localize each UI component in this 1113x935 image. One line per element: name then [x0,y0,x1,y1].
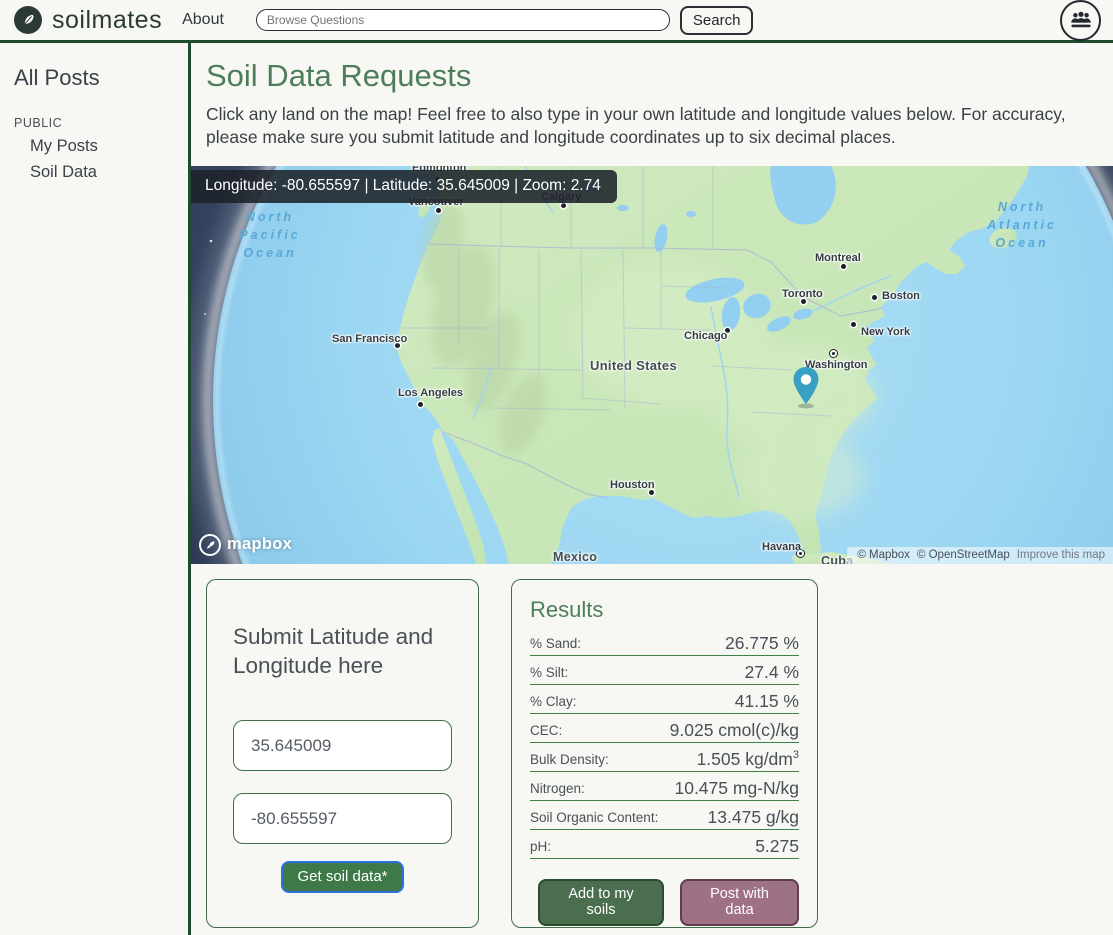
sidebar: All Posts PUBLIC My Posts Soil Data [0,43,191,935]
mapbox-logo-text: mapbox [227,535,293,554]
city-dot [418,401,423,407]
sidebar-item-soil-data[interactable]: Soil Data [30,163,97,181]
get-soil-data-button[interactable]: Get soil data* [281,861,404,894]
main-content: Soil Data Requests Click any land on the… [191,43,1113,935]
results-heading: Results [530,596,604,622]
soil-map[interactable]: Longitude: -80.655597 | Latitude: 35.645… [191,165,1113,564]
result-label: % Silt: [530,664,569,680]
attribution-improve-link[interactable]: Improve this map [1016,548,1105,561]
result-row-sand: % Sand: 26.775 % [530,627,799,656]
city-dot [872,294,877,300]
mapbox-logo[interactable]: mapbox [199,533,293,556]
capital-icon-washington [829,348,838,358]
result-value: 1.505 kg/dm3 [696,749,799,770]
search-button[interactable]: Search [679,5,754,35]
map-coordinates-overlay: Longitude: -80.655597 | Latitude: 35.645… [191,169,617,203]
attribution-mapbox-link[interactable]: © Mapbox [857,548,910,561]
city-label: San Francisco [332,332,408,345]
city-dot [801,298,806,304]
result-row-bulk-density: Bulk Density: 1.505 kg/dm3 [530,743,799,772]
city-label: Houston [610,478,655,491]
result-value: 5.275 [755,836,799,857]
result-value: 41.15 % [734,691,799,712]
sidebar-item-all-posts[interactable]: All Posts [14,65,100,90]
attribution-osm-link[interactable]: © OpenStreetMap [916,548,1010,561]
result-row-nitrogen: Nitrogen: 10.475 mg-N/kg [530,772,799,801]
result-label: Nitrogen: [530,780,585,796]
country-label-mexico: Mexico [553,549,598,564]
submit-card-heading: Submit Latitude and Longitude here [233,623,434,678]
city-dot [561,202,566,208]
result-label: CEC: [530,722,563,738]
add-to-my-soils-button[interactable]: Add to my soils [538,878,665,926]
intro-text: Click any land on the map! Feel free to … [206,104,1066,148]
result-row-silt: % Silt: 27.4 % [530,656,799,685]
map-marker-pin-icon [793,366,819,409]
users-group-icon [1070,11,1091,28]
users-group-button[interactable] [1060,0,1101,41]
ocean-label-atlantic: North Atlantic Ocean [987,199,1057,250]
result-label: Soil Organic Content: [530,809,659,825]
soilmates-leaf-logo-icon[interactable] [14,6,42,34]
result-row-clay: % Clay: 41.15 % [530,685,799,714]
post-with-data-button[interactable]: Post with data [680,878,799,926]
city-label: Toronto [782,287,823,300]
country-label-cuba: Cuba [821,553,854,564]
results-card: Results % Sand: 26.775 % % Silt: 27.4 % … [511,578,818,928]
city-dot [725,327,730,333]
map-attribution: © Mapbox © OpenStreetMap Improve this ma… [847,546,1113,564]
city-label: Havana [762,540,802,553]
brand-name[interactable]: soilmates [52,5,163,34]
latitude-input[interactable] [233,720,452,772]
result-row-soil-organic-content: Soil Organic Content: 13.475 g/kg [530,801,799,830]
longitude-input[interactable] [233,793,452,845]
city-label: Washington [805,358,868,371]
city-label: Montreal [815,251,861,264]
page-title: Soil Data Requests [206,58,472,93]
city-label: New York [861,325,911,338]
ocean-label-pacific: North Pacific Ocean [239,209,301,260]
navbar: soilmates About Search [0,0,1113,43]
city-label: Boston [882,289,920,302]
city-dot [436,207,441,213]
mapbox-logo-icon [199,533,221,556]
result-value: 26.775 % [725,633,799,654]
city-dot [841,263,846,269]
result-value: 10.475 mg-N/kg [674,778,799,799]
city-dot [851,321,856,327]
city-label: Los Angeles [398,386,463,399]
city-dot [395,342,400,348]
submit-coordinates-card: Submit Latitude and Longitude here Get s… [206,578,479,928]
result-label: % Sand: [530,635,582,651]
sidebar-section-public: PUBLIC [14,116,63,130]
search-input[interactable] [255,9,670,31]
result-value: 27.4 % [744,662,799,683]
country-label-united-states: United States [590,357,677,373]
result-row-ph: pH: 5.275 [530,830,799,859]
result-value: 13.475 g/kg [707,807,799,828]
result-label: pH: [530,838,552,854]
result-value-superscript: 3 [792,749,799,762]
capital-icon-havana [796,548,805,558]
city-dot [649,489,654,495]
result-value: 9.025 cmol(c)/kg [669,720,799,741]
nav-link-about[interactable]: About [182,11,224,28]
result-label: Bulk Density: [530,751,609,767]
result-label: % Clay: [530,693,577,709]
city-label: Chicago [684,329,728,342]
result-row-cec: CEC: 9.025 cmol(c)/kg [530,714,799,743]
sidebar-item-my-posts[interactable]: My Posts [30,137,98,155]
